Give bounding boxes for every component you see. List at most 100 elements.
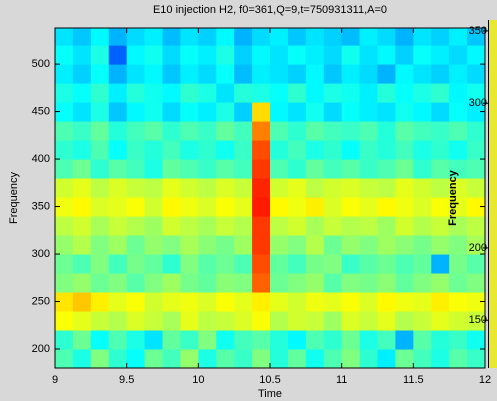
heatmap-cell	[287, 45, 307, 65]
heatmap-cell	[341, 159, 361, 179]
heatmap-cell	[198, 292, 217, 312]
heatmap-cell	[72, 178, 92, 198]
heatmap-cell	[252, 330, 271, 350]
heatmap-cell	[216, 140, 235, 160]
heatmap-cell	[234, 83, 253, 103]
heatmap-cell	[126, 330, 146, 350]
heatmap-cell	[323, 235, 343, 255]
heatmap-cell	[162, 330, 181, 350]
heatmap-cell	[198, 45, 217, 65]
heatmap-cell	[108, 311, 128, 331]
heatmap-cell	[90, 216, 110, 236]
heatmap-cell	[55, 330, 74, 350]
heatmap-cell	[270, 254, 289, 274]
heatmap-cell	[126, 292, 146, 312]
y-axis-label: Frequency	[8, 172, 20, 224]
heatmap-cell	[413, 349, 432, 368]
heatmap-cell	[252, 45, 271, 65]
heatmap-cell	[395, 45, 414, 65]
heatmap-cell	[431, 197, 450, 217]
heatmap-cell	[431, 216, 450, 236]
heatmap-cell	[341, 292, 361, 312]
heatmap-cell	[270, 273, 289, 293]
heatmap-cell	[341, 273, 361, 293]
heatmap-cell	[341, 235, 361, 255]
heatmap-cell	[395, 292, 414, 312]
y-tick-label: 300	[32, 248, 50, 260]
heatmap-cell	[413, 197, 432, 217]
heatmap-cell	[144, 121, 163, 141]
heatmap-cell	[108, 349, 128, 368]
heatmap-cell	[467, 45, 485, 65]
heatmap-cell	[359, 178, 378, 198]
heatmap-cell	[377, 235, 396, 255]
heatmap-cell	[55, 45, 74, 65]
heatmap-cell	[180, 28, 199, 46]
heatmap-cell	[252, 216, 271, 236]
heatmap-cell	[55, 121, 74, 141]
heatmap-cell	[126, 197, 146, 217]
heatmap-cell	[252, 349, 271, 368]
heatmap-cell	[72, 235, 92, 255]
heatmap-cell	[162, 349, 181, 368]
heatmap-cell	[270, 64, 289, 84]
heatmap-cell	[90, 159, 110, 179]
heatmap-cell	[126, 140, 146, 160]
heatmap-cell	[287, 159, 307, 179]
heatmap-cell	[72, 28, 92, 46]
heatmap-cell	[287, 102, 307, 122]
heatmap-cell	[162, 216, 181, 236]
heatmap-cell	[359, 140, 378, 160]
heatmap-cell	[287, 273, 307, 293]
heatmap-cell	[252, 64, 271, 84]
heatmap-cell	[90, 140, 110, 160]
heatmap-cell	[72, 197, 92, 217]
heatmap-cell	[234, 140, 253, 160]
heatmap-cell	[341, 28, 361, 46]
heatmap-cell	[359, 349, 378, 368]
heatmap-cell	[108, 102, 128, 122]
heatmap-cell	[305, 140, 325, 160]
heatmap-cell	[144, 273, 163, 293]
heatmap-cell	[413, 83, 432, 103]
heatmap-cell	[234, 254, 253, 274]
heatmap-cell	[449, 311, 468, 331]
heatmap-cell	[341, 102, 361, 122]
heatmap-cell	[144, 102, 163, 122]
heatmap-cell	[162, 45, 181, 65]
heatmap-cell	[234, 45, 253, 65]
heatmap-cell	[234, 311, 253, 331]
heatmap-cell	[234, 121, 253, 141]
heatmap-cell	[449, 178, 468, 198]
heatmap-cell	[413, 121, 432, 141]
heatmap-cell	[180, 140, 199, 160]
heatmap-cell	[108, 178, 128, 198]
heatmap-cell	[198, 330, 217, 350]
y-tick-label: 250	[32, 295, 50, 307]
heatmap-cell	[252, 140, 271, 160]
heatmap-cell	[413, 311, 432, 331]
heatmap-cell	[198, 235, 217, 255]
heatmap-cell	[198, 28, 217, 46]
heatmap-cell	[252, 121, 271, 141]
heatmap-cell	[55, 254, 74, 274]
heatmap-cell	[395, 330, 414, 350]
heatmap-cell	[55, 28, 74, 46]
heatmap-cell	[305, 349, 325, 368]
heatmap-cell	[198, 273, 217, 293]
heatmap-cell	[144, 28, 163, 46]
heatmap-cell	[287, 28, 307, 46]
heatmap-cell	[341, 140, 361, 160]
heatmap-cell	[55, 102, 74, 122]
heatmap-cell	[287, 330, 307, 350]
heatmap-cell	[72, 64, 92, 84]
heatmap-cell	[377, 102, 396, 122]
heatmap-cell	[305, 311, 325, 331]
heatmap-cell	[55, 235, 74, 255]
heatmap-cell	[234, 330, 253, 350]
heatmap-cell	[90, 292, 110, 312]
heatmap-cell	[305, 102, 325, 122]
heatmap-cell	[323, 83, 343, 103]
heatmap-cell	[467, 349, 485, 368]
